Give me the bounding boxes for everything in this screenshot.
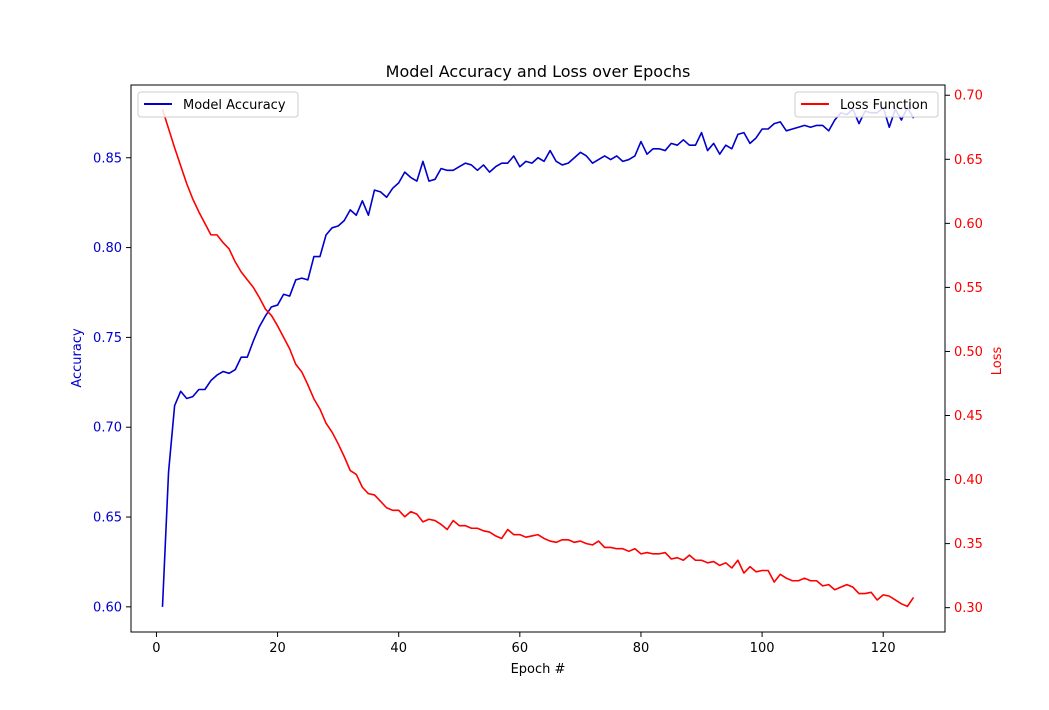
left-y-tick-label: 0.65 xyxy=(93,511,122,526)
plot-area xyxy=(161,106,915,608)
left-y-tick-label: 0.70 xyxy=(93,421,122,436)
chart-title: Model Accuracy and Loss over Epochs xyxy=(386,62,691,81)
left-y-tick-label: 0.60 xyxy=(93,600,122,615)
right-y-tick-label: 0.35 xyxy=(954,537,983,552)
axes: 0 20 40 60 80 100 120 0.60 0.65 0.70 0.75 0.80 0.85 0… xyxy=(93,89,983,656)
right-y-tick-label: 0.60 xyxy=(954,217,983,232)
legend-left-box xyxy=(137,91,299,118)
right-y-tick-label: 0.45 xyxy=(954,409,983,424)
right-y-tick-label: 0.70 xyxy=(954,89,983,104)
series-line-loss-function xyxy=(161,109,915,608)
x-tick-label: 120 xyxy=(871,641,896,656)
right-y-tick-label: 0.40 xyxy=(954,473,983,488)
right-y-tick-label: 0.65 xyxy=(954,153,983,168)
left-y-tick-label: 0.80 xyxy=(93,241,122,256)
x-tick-label: 80 xyxy=(633,641,650,656)
left-y-tick-label: 0.85 xyxy=(93,151,122,166)
right-y-tick-label: 0.30 xyxy=(954,601,983,616)
right-y-tick-label: 0.50 xyxy=(954,345,983,360)
legend-label-loss-function: Loss Function xyxy=(840,98,928,113)
right-y-tick-label: 0.55 xyxy=(954,281,983,296)
series-line-model-accuracy xyxy=(161,106,915,607)
legend-label-model-accuracy: Model Accuracy xyxy=(183,98,286,113)
x-tick-label: 40 xyxy=(390,641,407,656)
x-tick-label: 20 xyxy=(269,641,286,656)
left-y-tick-label: 0.75 xyxy=(93,331,122,346)
x-tick-label: 0 xyxy=(152,641,160,656)
legend-left: Model Accuracy xyxy=(137,91,299,118)
right-y-axis-label: Loss xyxy=(990,347,1005,376)
legend-right: Loss Function xyxy=(794,91,939,118)
x-tick-label: 60 xyxy=(512,641,529,656)
left-y-axis-label: Accuracy xyxy=(70,328,85,388)
x-axis-label: Epoch # xyxy=(511,662,566,677)
x-tick-label: 100 xyxy=(750,641,775,656)
legend-right-box xyxy=(794,91,939,118)
plot-frame xyxy=(130,84,946,633)
